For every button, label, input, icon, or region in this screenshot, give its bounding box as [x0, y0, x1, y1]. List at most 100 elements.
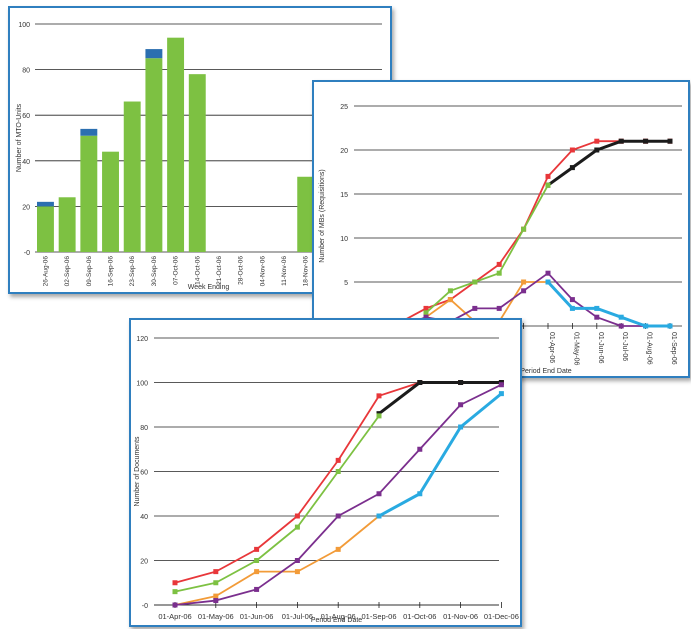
x-tick-label: 01-Jun-06	[597, 332, 604, 364]
series-line	[378, 381, 502, 415]
series-line	[378, 392, 503, 518]
series-point	[472, 279, 478, 285]
series-point	[472, 305, 478, 311]
series-point	[376, 513, 382, 519]
x-tick-label: 01-Jul-06	[621, 332, 628, 361]
series-point	[254, 569, 260, 575]
y-tick-label: 80	[22, 68, 30, 75]
x-tick-label: 04-Nov-06	[259, 256, 266, 287]
y-tick-label: 60	[22, 113, 30, 120]
series-point	[254, 558, 260, 563]
x-tick-label: 01-May-06	[198, 612, 234, 621]
mto-units-bar-chart: 100 80 60 40 20 -0 26-Aug-06 02-Sep-06 09-Sep-06…	[16, 22, 382, 291]
series-point	[423, 305, 429, 311]
x-tick-label: 30-Sep-06	[151, 256, 158, 287]
series-point	[423, 310, 429, 316]
series-point	[447, 288, 453, 294]
x-tick-label: 23-Sep-06	[129, 256, 136, 287]
series-point	[458, 380, 464, 385]
series-line	[425, 184, 549, 314]
series-point	[335, 457, 341, 463]
series-point	[545, 182, 551, 188]
series-point	[447, 297, 453, 303]
series-line	[546, 280, 670, 328]
y-tick-label: 20	[140, 559, 148, 566]
x-tick-label: 01-Jul-06	[282, 612, 313, 621]
bar	[188, 74, 206, 252]
y-tick-label: 40	[22, 159, 30, 166]
series-point	[376, 393, 382, 399]
y-axis-title: Number of MBs (Requisitions)	[319, 169, 326, 262]
series-point	[335, 546, 341, 552]
bar	[58, 197, 76, 252]
series-point	[521, 288, 527, 294]
series-point	[254, 546, 260, 552]
series-point	[545, 173, 551, 179]
series-point	[294, 524, 300, 530]
bar	[80, 128, 98, 136]
series-point	[417, 446, 423, 452]
series-point	[213, 569, 219, 575]
series-point	[213, 580, 219, 586]
y-tick-label: 20	[340, 148, 348, 155]
series-line	[174, 415, 380, 593]
series-point	[376, 491, 382, 497]
bar	[167, 37, 185, 253]
x-tick-label: 01-Aug-06	[646, 332, 653, 365]
series-point	[458, 402, 464, 408]
series-point	[569, 305, 575, 311]
series-point	[496, 261, 502, 267]
series-point	[569, 165, 575, 171]
series-point	[254, 586, 260, 592]
series-point	[496, 270, 502, 276]
y-axis-title: Number of Documents	[134, 436, 141, 507]
series-point	[498, 391, 504, 397]
x-tick-label: 26-Aug-06	[42, 256, 49, 287]
x-tick-label: 18-Nov-06	[303, 256, 310, 287]
x-axis-title: Week Ending	[188, 284, 230, 291]
bar	[37, 206, 54, 252]
x-axis-title: Period End Date	[311, 617, 362, 624]
series-line	[547, 139, 670, 187]
bar	[297, 176, 315, 252]
bar	[37, 201, 54, 207]
x-tick-label: 28-Oct-06	[238, 256, 245, 285]
x-tick-label: 01-Dec-06	[484, 612, 519, 621]
series-point	[172, 602, 178, 608]
x-tick-label: 14-Oct-06	[194, 256, 201, 285]
series-point	[643, 323, 649, 329]
y-tick-label: 80	[140, 425, 148, 432]
series-line	[174, 383, 502, 606]
y-tick-label: -0	[142, 603, 148, 610]
series-point	[172, 589, 178, 595]
x-tick-label: 09-Sep-06	[86, 256, 93, 287]
series-point	[545, 270, 551, 276]
x-tick-label: 01-Apr-06	[548, 332, 555, 363]
series-point	[458, 424, 464, 430]
bar	[102, 151, 119, 252]
series-point	[213, 598, 219, 604]
x-tick-label: 07-Oct-06	[173, 256, 180, 285]
x-tick-label: 02-Sep-06	[64, 256, 71, 287]
series-point	[335, 513, 341, 519]
y-tick-label: 40	[140, 514, 148, 521]
series-point	[594, 138, 600, 144]
x-tick-label: 01-May-06	[572, 332, 579, 366]
series-point	[569, 147, 575, 153]
series-point	[618, 323, 624, 329]
y-tick-label: 10	[340, 236, 348, 243]
x-tick-label: 21-Oct-06	[216, 256, 223, 285]
bar	[145, 58, 163, 253]
documents-line-chart-panel: 120 100 80 60 40 20 -0 01-Apr-06 01-May-06 01-Jun…	[129, 318, 522, 627]
bar	[80, 135, 98, 252]
x-tick-label: 01-Oct-06	[403, 612, 436, 621]
series-point	[496, 305, 502, 311]
documents-line-chart: 120 100 80 60 40 20 -0 01-Apr-06 01-May-06 01-Jun…	[134, 336, 519, 624]
y-tick-label: 15	[340, 192, 348, 199]
requisitions-line-chart: 25 20 15 10 5 01-Apr-06 01-May-06 01-Jun-06 01-J…	[319, 104, 682, 375]
y-tick-label: 100	[136, 381, 148, 388]
series-point	[423, 314, 429, 320]
series-point	[618, 314, 624, 320]
series-point	[294, 558, 300, 563]
series-point	[417, 491, 423, 497]
